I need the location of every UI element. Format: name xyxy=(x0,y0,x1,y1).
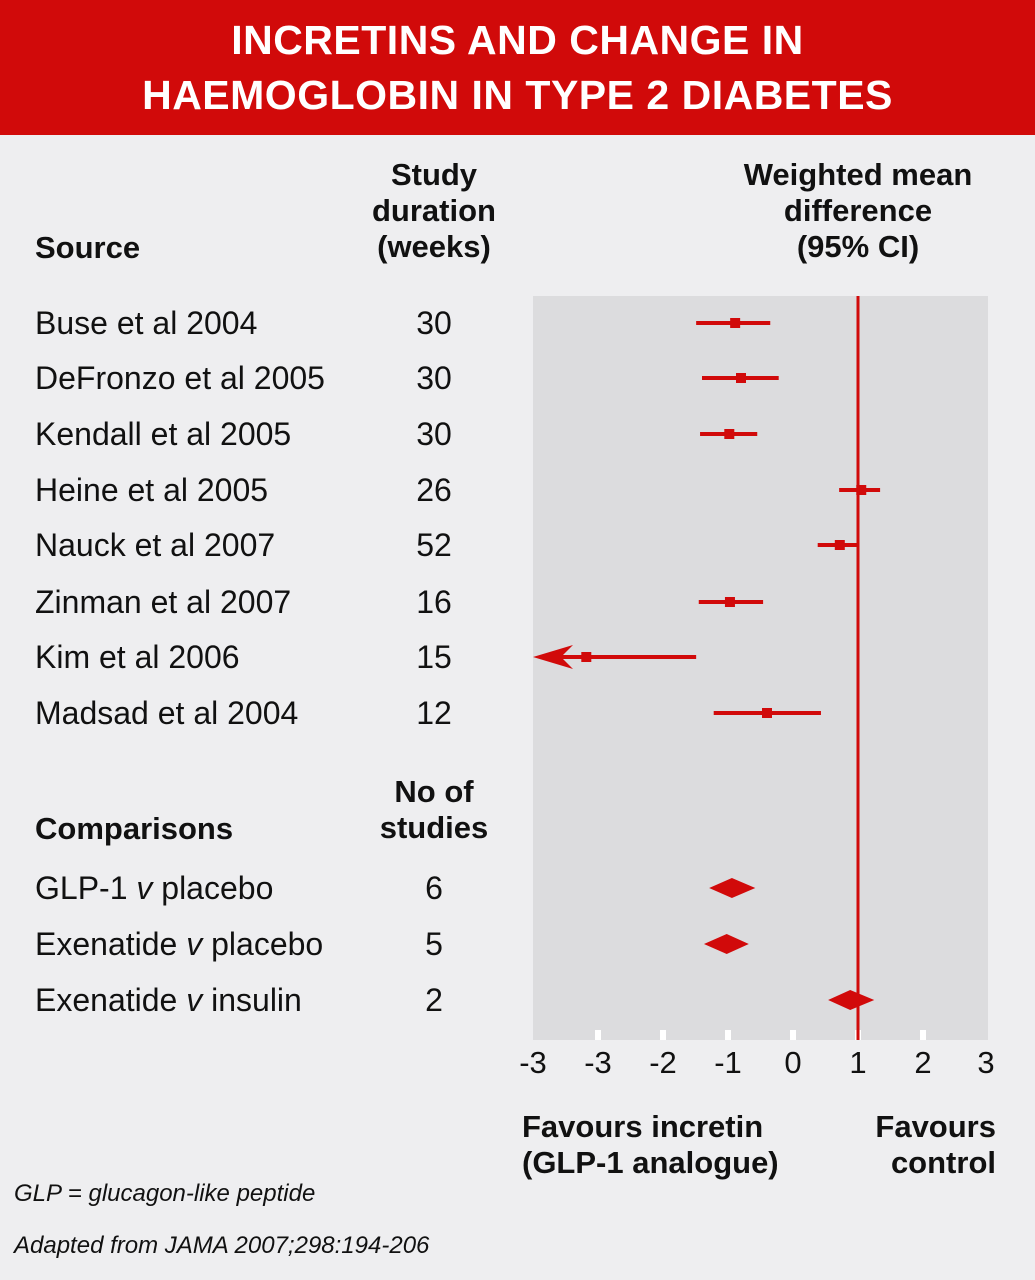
study-source: Kim et al 2006 xyxy=(35,639,240,675)
study-estimate xyxy=(696,318,771,328)
comparison-n-studies: 6 xyxy=(425,870,443,906)
comparison-label-versus: v xyxy=(136,870,153,906)
comparison-label-pre: Exenatide xyxy=(35,926,187,962)
study-estimate xyxy=(700,429,758,439)
tick-mark xyxy=(790,1030,796,1040)
point-estimate xyxy=(724,429,735,439)
study-source: Madsad et al 2004 xyxy=(35,695,299,731)
wmd-header-line: (95% CI) xyxy=(796,229,920,264)
tick-mark xyxy=(725,1030,731,1040)
study-estimate xyxy=(839,485,881,495)
pooled-estimate-diamond xyxy=(709,878,756,898)
wmd-header-line: difference xyxy=(783,193,933,228)
tick-mark xyxy=(920,1030,926,1040)
study-source: Nauck et al 2007 xyxy=(35,527,276,563)
comparison-label-versus: v xyxy=(186,982,203,1018)
duration-header-line: Study xyxy=(390,157,478,192)
point-estimate xyxy=(736,373,746,383)
tick-label: -3 xyxy=(520,1045,547,1080)
tick-label: -2 xyxy=(649,1045,677,1080)
study-estimate xyxy=(702,373,779,383)
title-line-2: HAEMOGLOBIN IN TYPE 2 DIABETES xyxy=(142,72,893,118)
study-estimate xyxy=(533,645,697,669)
tick-label: 3 xyxy=(977,1045,994,1080)
comparison-label-pre: Exenatide xyxy=(35,982,187,1018)
source-header: Source xyxy=(35,230,141,265)
favours-right-line: control xyxy=(890,1145,996,1180)
n-studies-header-line: studies xyxy=(379,810,489,845)
favours-left-line: (GLP-1 analogue) xyxy=(522,1145,779,1180)
study-duration: 26 xyxy=(416,472,452,508)
duration-header-line: duration xyxy=(372,193,496,228)
point-estimate xyxy=(730,318,741,328)
favours-left-line: Favours incretin xyxy=(522,1109,764,1144)
study-duration: 12 xyxy=(416,695,452,731)
chart-title: INCRETINS AND CHANGE IN HAEMOGLOBIN IN T… xyxy=(0,0,1035,135)
footnote-abbreviation: GLP = glucagon-like peptide xyxy=(14,1180,316,1207)
comparison-label: GLP-1 v placebo xyxy=(35,870,273,906)
study-duration: 30 xyxy=(416,416,452,452)
tick-mark xyxy=(660,1030,666,1040)
tick-label: -1 xyxy=(714,1045,742,1080)
point-estimate xyxy=(834,540,845,550)
study-source: DeFronzo et al 2005 xyxy=(35,360,325,396)
point-estimate xyxy=(724,597,735,607)
duration-header-line: (weeks) xyxy=(377,229,491,264)
plot-background xyxy=(533,296,988,1040)
favours-right-line: Favours xyxy=(875,1109,996,1144)
tick-label: 0 xyxy=(784,1045,801,1080)
title-line-1: INCRETINS AND CHANGE IN xyxy=(231,17,804,63)
study-estimate xyxy=(713,708,821,718)
pooled-estimate-diamond xyxy=(828,990,875,1010)
wmd-header-line: Weighted mean xyxy=(743,157,973,192)
tick-mark xyxy=(595,1030,601,1040)
study-source: Buse et al 2004 xyxy=(35,305,258,341)
comparison-label-versus: v xyxy=(186,926,203,962)
study-source: Kendall et al 2005 xyxy=(35,416,292,452)
comparison-n-studies: 5 xyxy=(425,926,443,962)
comparison-label-post: insulin xyxy=(202,982,302,1018)
study-source: Zinman et al 2007 xyxy=(35,584,292,620)
study-estimate xyxy=(817,540,860,550)
study-duration: 52 xyxy=(416,527,452,563)
comparison-label-post: placebo xyxy=(202,926,324,962)
comparison-label-post: placebo xyxy=(152,870,274,906)
study-estimate xyxy=(698,597,764,607)
truncation-arrow-icon xyxy=(533,645,573,669)
pooled-estimate-diamond xyxy=(703,934,749,954)
n-studies-header: No of studies xyxy=(334,774,534,846)
tick-label: 1 xyxy=(849,1045,866,1080)
tick-label: -3 xyxy=(584,1045,612,1080)
comparison-label: Exenatide v placebo xyxy=(35,926,323,962)
footnote-source: Adapted from JAMA 2007;298:194-206 xyxy=(14,1232,430,1259)
comparison-label-pre: GLP-1 xyxy=(35,870,137,906)
point-estimate xyxy=(581,652,592,662)
duration-header: Study duration (weeks) xyxy=(334,157,534,265)
point-estimate xyxy=(762,708,772,718)
point-estimate xyxy=(856,485,867,495)
comparison-n-studies: 2 xyxy=(425,982,443,1018)
study-duration: 15 xyxy=(416,639,452,675)
tick-label: 2 xyxy=(914,1045,931,1080)
forest-plot: -3 -3 -2 -1 0 1 2 3 xyxy=(520,296,995,1080)
study-duration: 30 xyxy=(416,305,452,341)
study-source: Heine et al 2005 xyxy=(35,472,269,508)
study-duration: 30 xyxy=(416,360,452,396)
n-studies-header-line: No of xyxy=(394,774,474,809)
favours-control-label: Favours control xyxy=(875,1109,996,1181)
study-duration: 16 xyxy=(416,584,452,620)
comparisons-header: Comparisons xyxy=(35,811,234,846)
wmd-header: Weighted mean difference (95% CI) xyxy=(718,157,998,265)
comparison-label: Exenatide v insulin xyxy=(35,982,302,1018)
favours-incretin-label: Favours incretin (GLP-1 analogue) xyxy=(522,1109,779,1181)
